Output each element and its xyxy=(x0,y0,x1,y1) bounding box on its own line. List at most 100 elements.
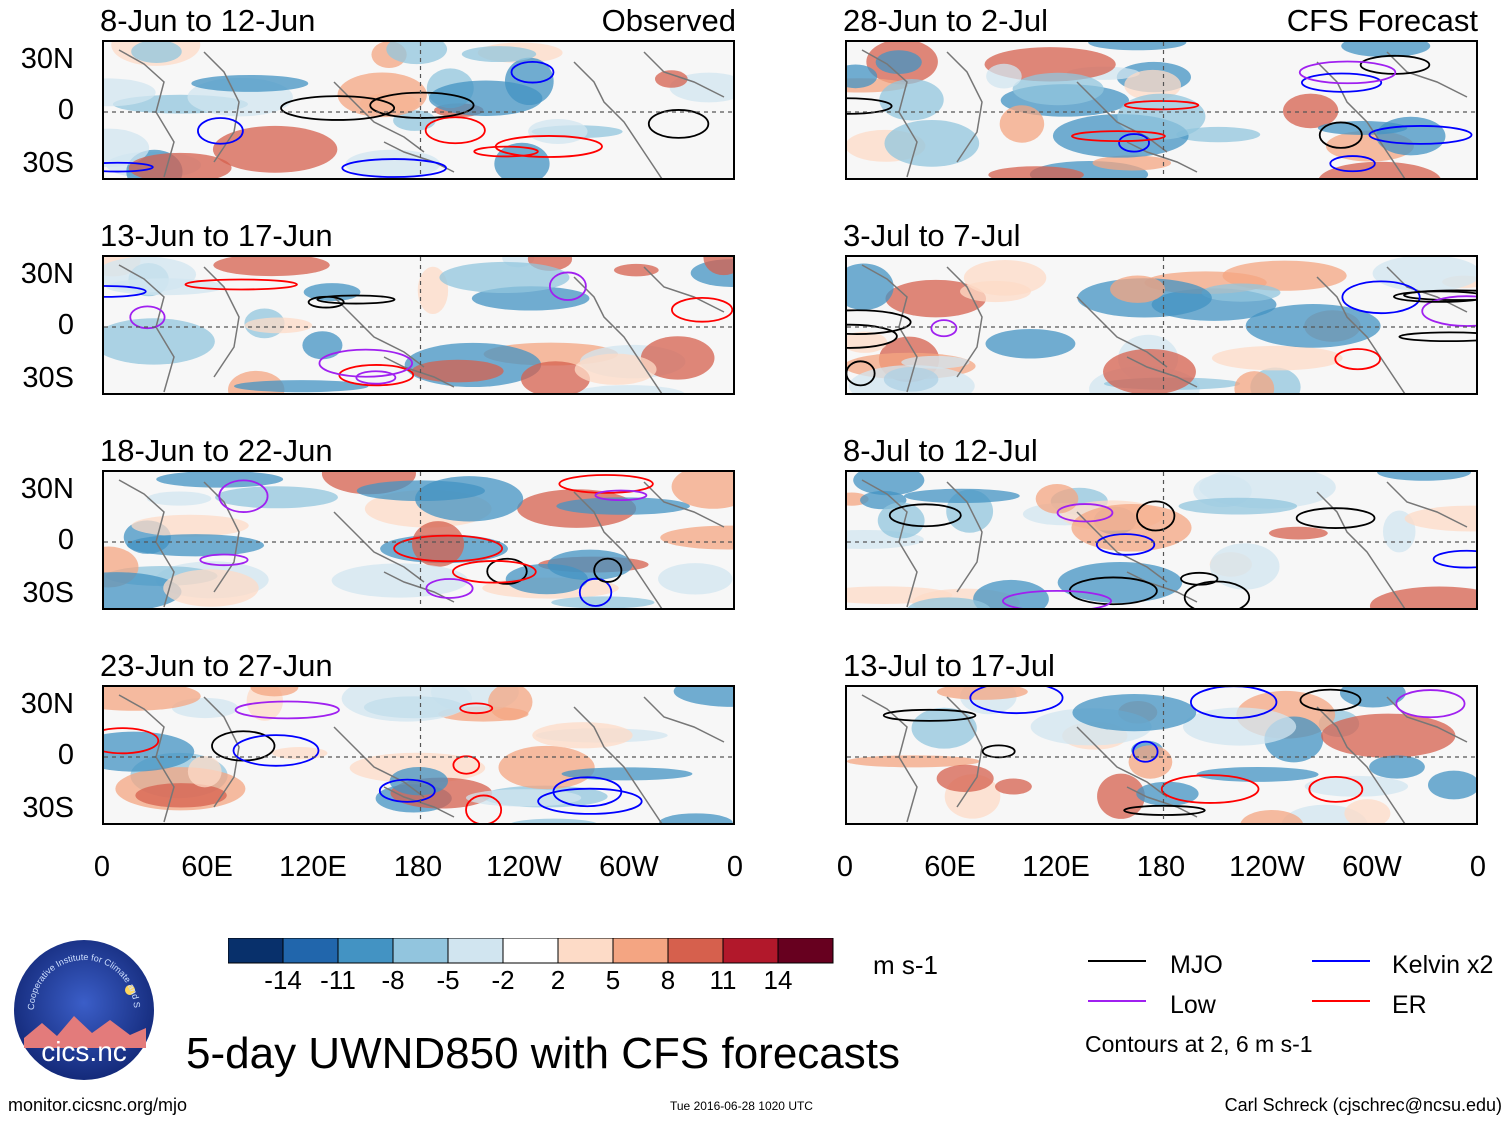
lat-label-30n: 30N xyxy=(20,43,74,75)
colorbar xyxy=(228,938,834,964)
lat-label-30n: 30N xyxy=(20,473,74,505)
lat-label-30s: 30S xyxy=(22,362,74,394)
anomaly-contour xyxy=(548,271,587,301)
anomaly-contour xyxy=(486,557,528,585)
coastline xyxy=(383,141,455,173)
legend-label-low: Low xyxy=(1170,991,1216,1019)
legend-swatch-er xyxy=(1312,1000,1370,1002)
colorbar-swatch xyxy=(282,938,339,964)
map-panel xyxy=(845,255,1478,395)
anomaly-contour xyxy=(1095,533,1156,556)
coastline xyxy=(1126,356,1198,388)
panel-title-left-1: 8-Jun to 12-Jun xyxy=(100,3,316,38)
panel-title-left-3: 18-Jun to 22-Jun xyxy=(100,433,333,468)
anomaly-shading xyxy=(1428,770,1476,800)
anomaly-shading xyxy=(901,355,970,369)
coastline xyxy=(1076,511,1168,583)
anomaly-shading xyxy=(272,746,328,760)
anomaly-contour xyxy=(1160,774,1260,804)
cics-logo: Cooperative Institute for Climate and Sa… xyxy=(12,938,154,1080)
coastline xyxy=(1386,51,1468,98)
anomaly-shading xyxy=(877,502,925,539)
anomaly-shading xyxy=(561,767,693,781)
coastline xyxy=(118,694,175,823)
colorbar-swatch xyxy=(337,938,394,964)
anomaly-shading xyxy=(884,119,980,167)
anomaly-shading xyxy=(191,74,309,92)
anomaly-contour xyxy=(280,95,396,121)
lat-label-0: 0 xyxy=(57,309,74,341)
anomaly-shading xyxy=(233,380,369,393)
anomaly-shading xyxy=(1176,126,1261,143)
anomaly-shading xyxy=(439,261,570,294)
anomaly-shading xyxy=(911,707,977,749)
anomaly-shading xyxy=(703,257,733,276)
anomaly-shading xyxy=(488,687,533,721)
legend-note: Contours at 2, 6 m s-1 xyxy=(1085,1031,1313,1057)
coastline xyxy=(1076,81,1168,153)
anomaly-contour xyxy=(930,319,958,338)
anomaly-contour xyxy=(104,161,154,173)
lon-label: 60W xyxy=(1342,851,1402,883)
map-panel xyxy=(102,470,735,610)
anomaly-contour xyxy=(129,305,166,330)
anomaly-shading xyxy=(1234,371,1275,393)
anomaly-contour xyxy=(355,370,397,385)
colorbar-tick-label: -2 xyxy=(491,965,515,995)
lat-label-0: 0 xyxy=(57,739,74,771)
lon-label: 0 xyxy=(726,851,744,883)
anomaly-shading xyxy=(1369,755,1425,779)
anomaly-shading xyxy=(1339,687,1406,708)
anomaly-shading xyxy=(131,42,182,64)
coastline xyxy=(383,356,455,388)
anomaly-shading xyxy=(936,687,1028,700)
colorbar-tick-label: -8 xyxy=(381,965,405,995)
anomaly-shading xyxy=(104,128,150,168)
colorbar-tick-label: 8 xyxy=(660,965,676,995)
map-field xyxy=(847,257,1476,393)
anomaly-contour xyxy=(369,91,475,119)
colorbar-swatch xyxy=(392,938,449,964)
lon-label: 60W xyxy=(599,851,659,883)
anomaly-shading xyxy=(1209,543,1280,590)
anomaly-contour xyxy=(184,278,298,291)
anomaly-contour xyxy=(882,708,977,722)
anomaly-shading xyxy=(1376,116,1446,156)
anomaly-shading xyxy=(660,525,733,550)
coastline xyxy=(643,266,725,313)
anomaly-contour xyxy=(1432,549,1476,569)
map-field xyxy=(847,472,1476,608)
lon-label: 120E xyxy=(279,851,347,883)
anomaly-shading xyxy=(848,365,975,393)
anomaly-shading xyxy=(386,42,448,65)
anomaly-shading xyxy=(879,79,944,121)
lon-label: 0 xyxy=(1469,851,1487,883)
lat-label-30n: 30N xyxy=(20,688,74,720)
anomaly-shading xyxy=(985,328,1076,359)
anomaly-contour xyxy=(1183,580,1251,608)
lon-label: 0 xyxy=(93,851,111,883)
anomaly-shading xyxy=(556,497,690,515)
anomaly-shading xyxy=(1268,526,1328,540)
anomaly-contour xyxy=(234,700,340,720)
anomaly-shading xyxy=(337,72,427,118)
colorbar-tick-label: 2 xyxy=(550,965,566,995)
colorbar-swatch xyxy=(502,938,559,964)
anomaly-shading xyxy=(963,260,1047,296)
coastline xyxy=(333,726,425,798)
anomaly-shading xyxy=(986,63,1022,89)
anomaly-contour xyxy=(1334,348,1381,371)
coastline xyxy=(573,706,663,823)
anomaly-shading xyxy=(547,549,633,581)
map-field xyxy=(104,472,733,608)
anomaly-shading xyxy=(250,687,299,697)
website-link[interactable]: monitor.cicsnc.org/mjo xyxy=(8,1095,188,1115)
anomaly-contour xyxy=(847,309,912,335)
anomaly-shading xyxy=(528,119,588,144)
anomaly-shading xyxy=(659,813,733,823)
coastline xyxy=(383,786,455,818)
anomaly-contour xyxy=(847,97,893,115)
anomaly-contour xyxy=(1318,121,1363,149)
anomaly-contour xyxy=(558,474,654,494)
observed-label: Observed xyxy=(601,3,736,38)
